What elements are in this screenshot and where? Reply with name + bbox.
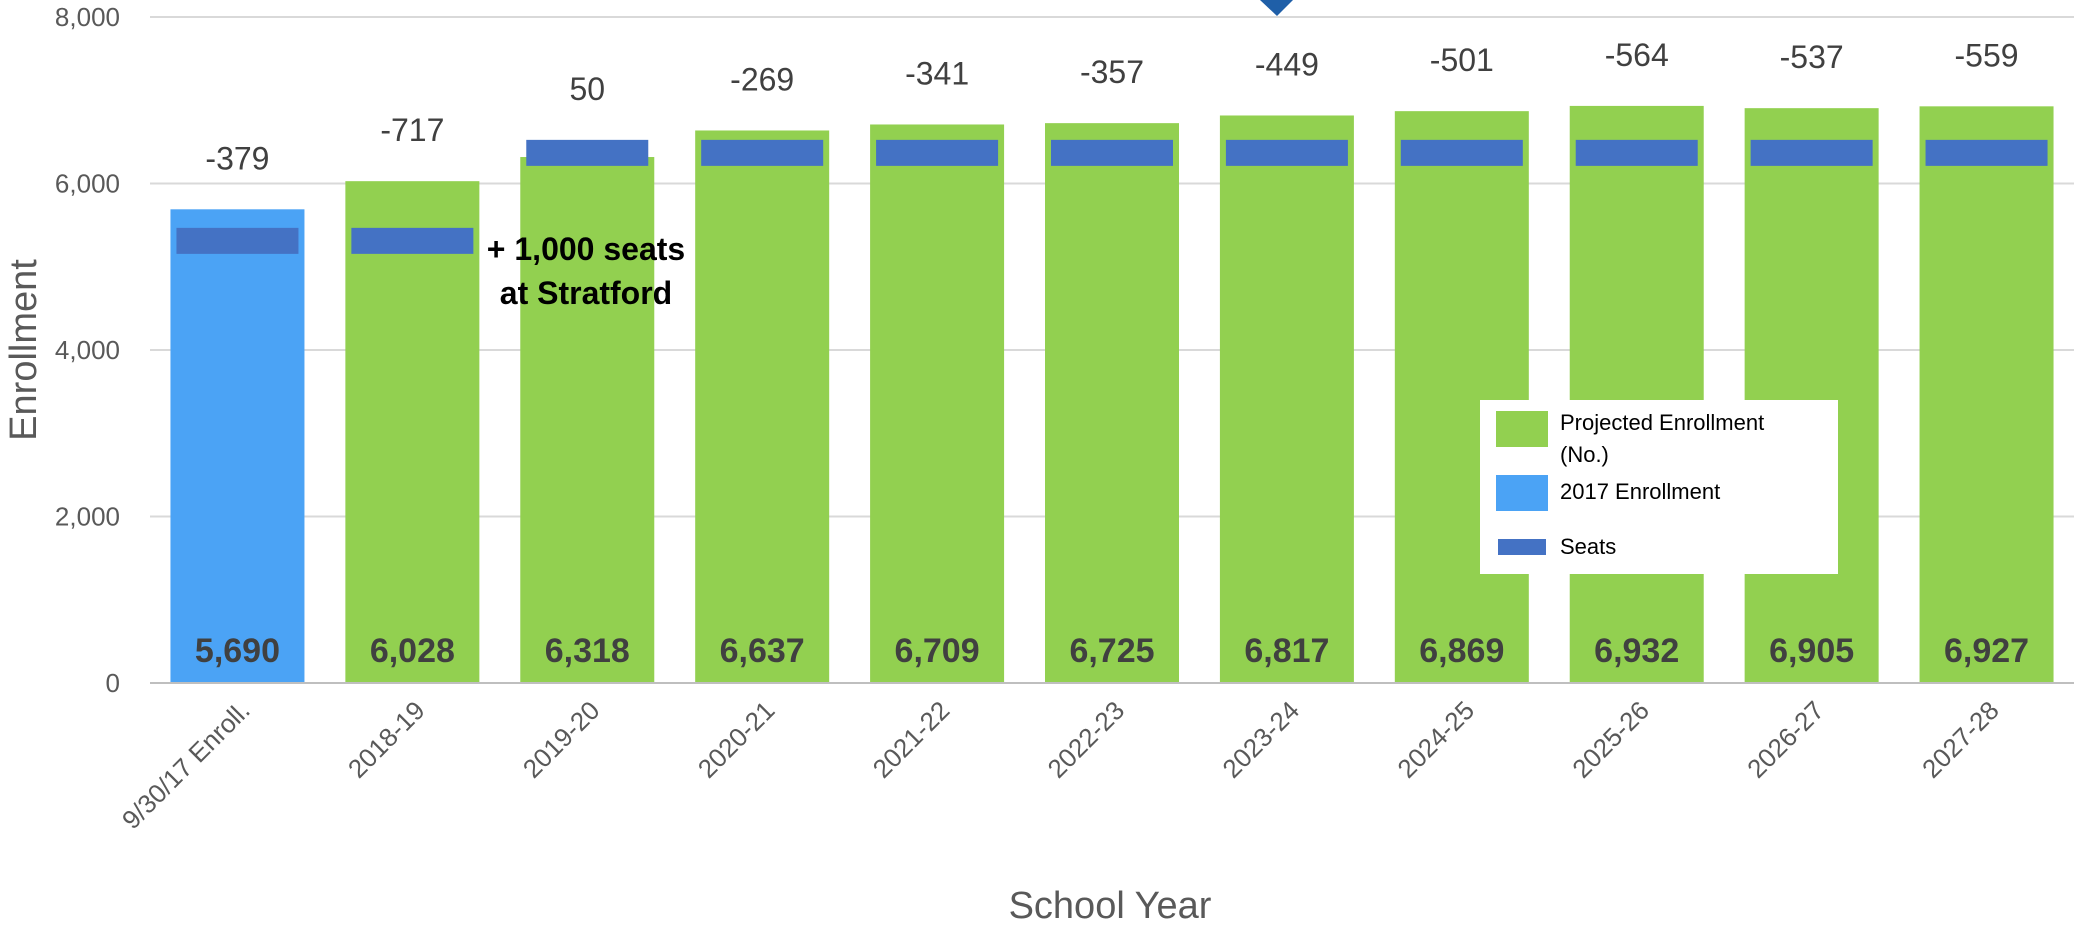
bar	[870, 124, 1005, 683]
value-label: 6,028	[370, 632, 455, 670]
annotation-line-2: at Stratford	[500, 275, 672, 311]
value-label: 6,869	[1419, 632, 1504, 670]
seats-marker	[351, 227, 474, 254]
value-label: 6,932	[1594, 632, 1679, 670]
difference-label: -379	[205, 140, 269, 176]
value-label: 6,709	[895, 632, 980, 670]
legend-swatch-2017	[1496, 475, 1548, 511]
difference-label: -357	[1080, 54, 1144, 90]
legend-label-2017: 2017 Enrollment	[1560, 479, 1720, 504]
value-label: 6,318	[545, 632, 630, 670]
seats-marker	[1225, 139, 1348, 166]
x-tick-label: 2021-22	[867, 695, 956, 784]
y-axis-ticks: 0 2,000 4,000 6,000 8,000	[55, 2, 120, 698]
top-diamond-marker	[1260, 0, 1293, 16]
value-label: 6,905	[1769, 632, 1854, 670]
x-tick-label: 2026-27	[1741, 695, 1830, 784]
legend-label-projected: Projected Enrollment	[1560, 410, 1764, 435]
x-tick-label: 2022-23	[1042, 695, 1131, 784]
x-tick-label: 9/30/17 Enroll.	[116, 695, 256, 835]
difference-label: -501	[1430, 42, 1494, 78]
seats-marker	[1575, 139, 1698, 166]
seats-marker	[526, 139, 649, 166]
difference-labels: -379 -717 50 -269 -341 -357 -449 -501 -564 -537 -5…	[205, 37, 2018, 176]
difference-label: -341	[905, 55, 969, 91]
x-tick-label: 2018-19	[342, 695, 431, 784]
x-tick-label: 2025-26	[1566, 695, 1655, 784]
difference-label: -449	[1255, 46, 1319, 82]
seats-marker	[876, 139, 999, 166]
legend: Projected Enrollment (No.) 2017 Enrollme…	[1480, 400, 1838, 574]
x-axis-title: School Year	[1009, 885, 1212, 927]
seats-marker	[1750, 139, 1873, 166]
value-label: 6,817	[1244, 632, 1329, 670]
legend-swatch-projected	[1496, 411, 1548, 447]
bar	[1219, 115, 1354, 684]
bars	[150, 105, 2074, 684]
legend-label-seats: Seats	[1560, 534, 1616, 559]
value-label: 6,927	[1944, 632, 2029, 670]
x-tick-label: 2020-21	[692, 695, 781, 784]
legend-swatch-seats	[1498, 539, 1546, 555]
y-tick-label: 6,000	[55, 169, 120, 199]
x-tick-label: 2024-25	[1391, 695, 1480, 784]
annotation-line-1: + 1,000 seats	[487, 231, 685, 267]
seats-marker	[1400, 139, 1523, 166]
bar	[1744, 108, 1879, 683]
seats-marker	[1925, 139, 2048, 166]
x-tick-label: 2023-24	[1216, 695, 1305, 784]
y-tick-label: 0	[106, 668, 120, 698]
difference-label: -564	[1605, 37, 1669, 73]
value-label: 6,725	[1069, 632, 1154, 670]
value-label: 5,690	[195, 632, 280, 670]
seats-marker	[701, 139, 824, 166]
x-tick-label: 2019-20	[517, 695, 606, 784]
x-axis-ticks: 9/30/17 Enroll. 2018-19 2019-20 2020-21 2021…	[116, 695, 2005, 835]
value-labels: 5,690 6,028 6,318 6,637 6,709 6,725 6,817 6,869…	[195, 632, 2029, 670]
y-axis-title: Enrollment	[3, 259, 45, 441]
bar	[170, 209, 305, 683]
bar	[1919, 106, 2054, 683]
bar	[1569, 105, 1704, 683]
seats-marker	[176, 227, 299, 254]
difference-label: -537	[1780, 39, 1844, 75]
bar	[520, 157, 655, 684]
x-tick-label: 2027-28	[1916, 695, 2005, 784]
bar	[345, 181, 480, 683]
stratford-annotation: + 1,000 seats at Stratford	[487, 231, 685, 311]
value-label: 6,637	[720, 632, 805, 670]
y-tick-label: 8,000	[55, 2, 120, 32]
bar	[695, 130, 830, 684]
bar	[1045, 123, 1179, 684]
seats-marker	[1051, 139, 1173, 166]
difference-label: -269	[730, 61, 794, 97]
y-tick-label: 2,000	[55, 502, 120, 532]
difference-label: -717	[380, 112, 444, 148]
seats-markers	[176, 139, 2048, 254]
bar	[1394, 111, 1529, 683]
legend-label-projected-unit: (No.)	[1560, 442, 1609, 467]
difference-label: 50	[569, 71, 605, 107]
y-tick-label: 4,000	[55, 335, 120, 365]
difference-label: -559	[1955, 37, 2019, 73]
